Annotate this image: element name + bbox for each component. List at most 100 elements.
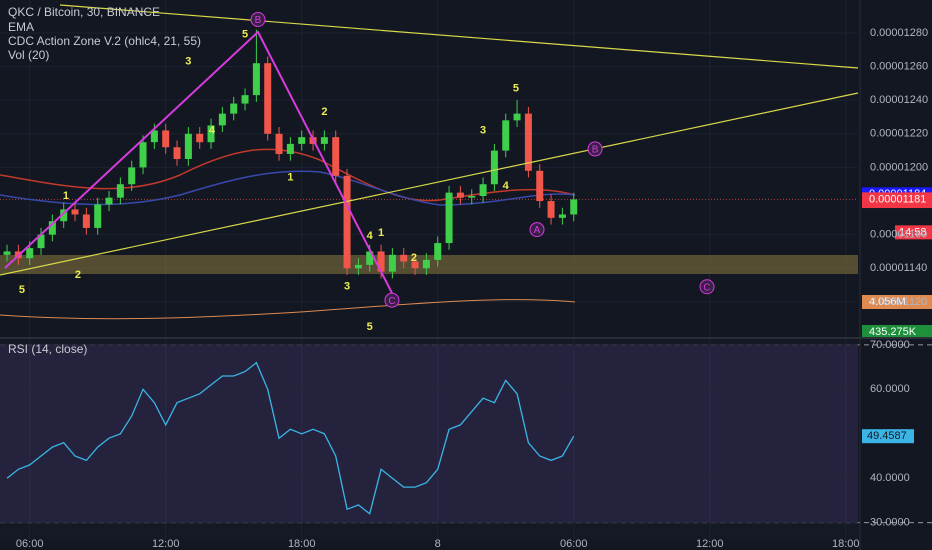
wave-label: 1	[63, 190, 69, 202]
wave-label: 5	[19, 284, 25, 296]
abc-circle	[587, 141, 603, 157]
wave-label: 4	[367, 230, 374, 242]
candle-body	[37, 234, 45, 249]
abc-label: C	[703, 282, 710, 293]
candle-body	[320, 137, 328, 144]
candle-body	[377, 251, 385, 272]
candle-body	[207, 125, 215, 143]
indicator-label: Vol (20)	[8, 48, 49, 62]
wave-label: 2	[75, 269, 81, 281]
x-tick-label: 8	[435, 538, 441, 550]
candle-body	[139, 142, 147, 168]
candle-body	[490, 150, 498, 185]
trendline	[0, 92, 859, 276]
y-tick-label: 0.00001140	[870, 262, 927, 274]
candle-body	[150, 130, 158, 143]
candle-body	[411, 261, 419, 269]
y-tick-label: 30.0000	[870, 517, 910, 529]
y-tick-label: 0.00001120	[870, 296, 927, 308]
abc-lines	[4, 30, 393, 294]
candle-body	[536, 170, 544, 202]
y-tick-label: 0.00001200	[870, 161, 928, 173]
wave-label: 3	[185, 55, 191, 67]
rsi-badge	[862, 429, 914, 444]
candle-body	[298, 137, 306, 144]
abc-label: B	[592, 145, 599, 156]
y-tick-label: 0.00001160	[870, 229, 927, 241]
candle-body	[105, 197, 113, 205]
last-price-label: 0.00001181	[869, 193, 926, 205]
candle-body	[354, 264, 362, 269]
symbol-title: QKC / Bitcoin, 30, BINANCE	[8, 5, 160, 19]
candle-body	[26, 248, 34, 259]
abc-label: B	[255, 15, 262, 26]
abc-circle	[384, 292, 400, 308]
volume-label: 435.275K	[869, 326, 917, 338]
y-tick-label: 0.00001280	[870, 27, 928, 39]
wave-label: 5	[367, 321, 373, 333]
candle-body	[366, 251, 374, 265]
x-tick-label: 12:00	[696, 538, 724, 550]
wave-label: 3	[480, 124, 486, 136]
candle-body	[196, 133, 204, 143]
candle-body	[3, 251, 11, 255]
y-tick-label: 0.00001220	[870, 128, 928, 140]
wave-label: 3	[344, 281, 350, 293]
x-tick-label: 18:00	[288, 538, 316, 550]
volume-badge	[862, 295, 932, 309]
candle-body	[445, 192, 453, 244]
wave-label: 4	[503, 180, 510, 192]
candle-body	[513, 113, 521, 121]
x-tick-label: 06:00	[16, 538, 44, 550]
wave-label: 2	[321, 106, 327, 118]
abc-circle	[699, 279, 715, 295]
candle-body	[162, 130, 170, 148]
marks	[3, 29, 578, 515]
candle-body	[422, 259, 430, 269]
candle-body	[230, 103, 238, 114]
candle-body	[173, 147, 181, 160]
candle-body	[82, 214, 90, 228]
y-tick-label: 40.0000	[870, 472, 910, 484]
trendline	[59, 4, 859, 69]
wave-label: 1	[287, 171, 293, 183]
volume-label: 4.056M	[869, 296, 906, 308]
abc-circle	[250, 11, 266, 27]
y-tick-label: 0.00001240	[870, 94, 928, 106]
candle-body	[71, 209, 79, 215]
indicator-label: EMA	[8, 20, 34, 34]
y-tick-label: 60.0000	[870, 383, 910, 395]
x-tick-label: 18:00	[832, 538, 860, 550]
candle-body	[388, 254, 396, 272]
candle-body	[275, 133, 283, 154]
rsi-band	[0, 344, 858, 523]
rsi-title: RSI (14, close)	[8, 342, 87, 356]
x-tick-label: 12:00	[152, 538, 180, 550]
candle-body	[547, 201, 555, 218]
wave-label: 5	[513, 82, 519, 94]
x-tick-label: 06:00	[560, 538, 588, 550]
abc-circle	[529, 222, 545, 238]
candle-body	[524, 113, 532, 171]
rsi-pane	[0, 340, 858, 540]
candle-body	[184, 133, 192, 160]
rsi-line	[6, 361, 575, 515]
candle-body	[479, 184, 487, 196]
candle-body	[60, 209, 68, 222]
labels: 0.000011840.000011800.0000118114:584.056…	[19, 11, 932, 444]
volume-ma	[0, 299, 576, 320]
indicator-label: CDC Action Zone V.2 (ohlc4, 21, 55)	[8, 34, 201, 48]
rsi-badge-label: 49.4587	[867, 430, 907, 442]
candle-body	[400, 254, 408, 262]
candle-body	[570, 199, 578, 215]
y-tick-label: 0.00001260	[870, 60, 928, 72]
candle-body	[48, 221, 56, 235]
candle-body	[332, 137, 340, 176]
wave-label: 5	[242, 29, 248, 41]
candle-body	[218, 113, 226, 126]
candle-body	[252, 63, 260, 96]
abc-label: C	[388, 296, 395, 307]
candle-body	[468, 195, 476, 198]
countdown-label: 14:58	[899, 226, 927, 238]
